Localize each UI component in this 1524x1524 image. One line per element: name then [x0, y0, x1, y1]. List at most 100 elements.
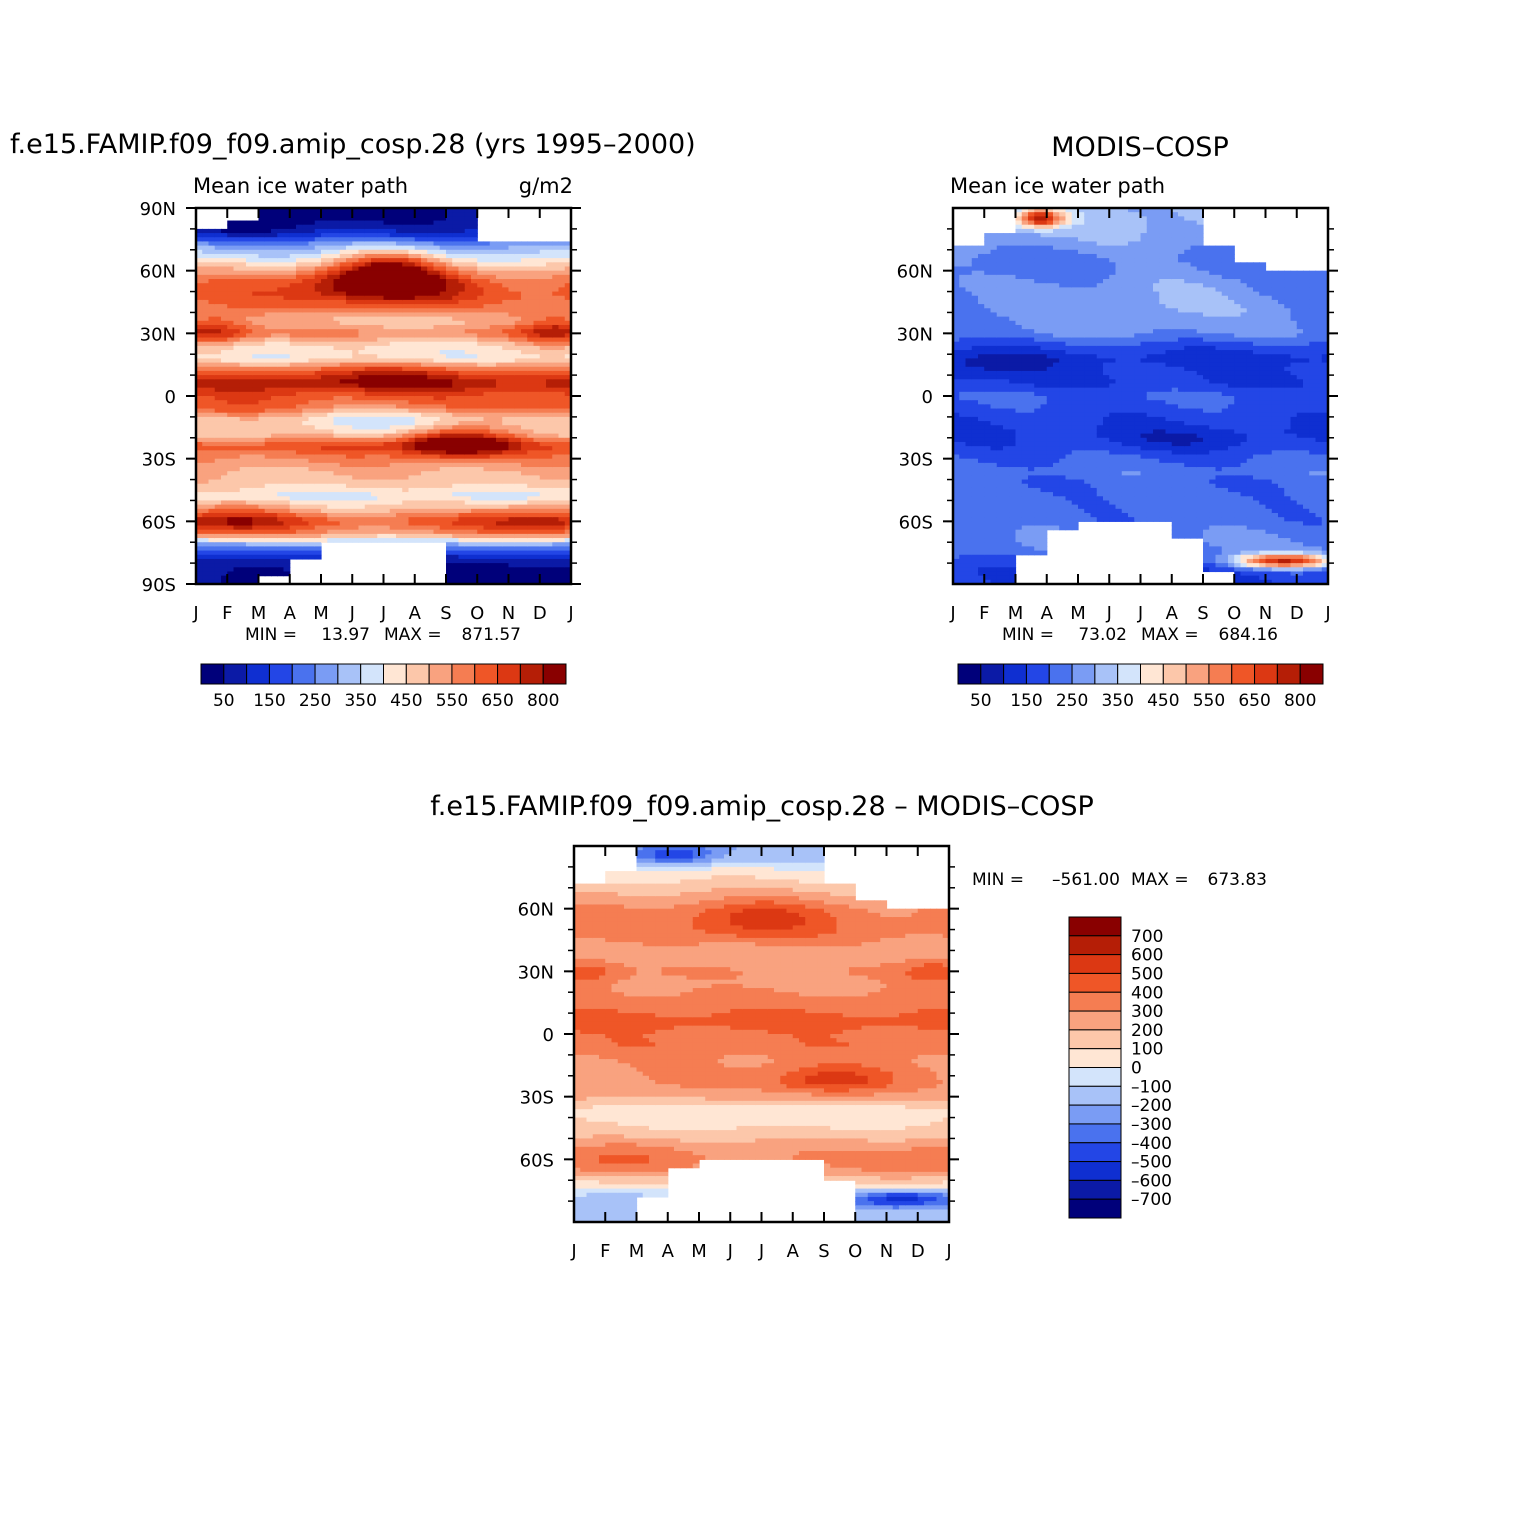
heatmap-cell — [527, 579, 535, 585]
heatmap-cell — [352, 433, 360, 439]
heatmap-cell — [258, 441, 266, 447]
heatmap-cell — [477, 253, 485, 259]
heatmap-cell — [371, 279, 378, 284]
heatmap-cell — [539, 542, 547, 547]
heatmap-cell — [496, 492, 503, 497]
heatmap-cell — [252, 542, 260, 547]
heatmap-cell — [371, 362, 378, 368]
heatmap-cell — [208, 500, 216, 506]
heatmap-cell — [502, 245, 510, 251]
heatmap-cell — [408, 458, 416, 464]
heatmap-cell — [371, 383, 378, 389]
heatmap-cell — [327, 496, 335, 502]
heatmap-cell — [339, 345, 347, 351]
heatmap-cell — [258, 383, 266, 389]
heatmap-cell — [364, 237, 372, 243]
heatmap-cell — [302, 345, 310, 351]
heatmap-cell — [239, 312, 247, 318]
heatmap-cell — [514, 312, 522, 318]
heatmap-cell — [264, 370, 272, 376]
heatmap-cell — [296, 266, 303, 272]
heatmap-cell — [289, 354, 297, 359]
heatmap-cell — [258, 396, 266, 401]
heatmap-cell — [408, 258, 416, 263]
heatmap-cell — [258, 517, 266, 522]
heatmap-cell — [558, 295, 566, 301]
heatmap-cell — [446, 312, 453, 318]
heatmap-cell — [302, 479, 310, 485]
heatmap-cell — [358, 454, 366, 460]
heatmap-cell — [271, 237, 278, 243]
heatmap-cell — [221, 316, 228, 322]
heatmap-cell — [296, 341, 303, 347]
heatmap-cell — [464, 387, 472, 393]
heatmap-cell — [233, 462, 241, 468]
heatmap-cell — [358, 379, 366, 385]
heatmap-cell — [383, 224, 391, 230]
heatmap-cell — [352, 329, 360, 334]
heatmap-cell — [514, 379, 522, 385]
heatmap-cell — [321, 320, 328, 326]
heatmap-cell — [427, 370, 435, 376]
heatmap-cell — [471, 504, 478, 510]
heatmap-cell — [427, 258, 435, 263]
heatmap-cell — [527, 370, 535, 376]
heatmap-cell — [221, 404, 228, 410]
heatmap-cell — [202, 337, 210, 343]
heatmap-cell — [277, 483, 285, 489]
heatmap-cell — [521, 533, 528, 539]
heatmap-cell — [552, 433, 560, 439]
heatmap-cell — [558, 441, 566, 447]
heatmap-cell — [533, 266, 541, 272]
heatmap-cell — [252, 554, 260, 560]
heatmap-cell — [564, 467, 572, 472]
heatmap-cell — [452, 483, 460, 489]
heatmap-cell — [502, 295, 510, 301]
heatmap-cell — [289, 283, 297, 288]
heatmap-cell — [402, 308, 410, 314]
heatmap-cell — [196, 512, 203, 518]
heatmap-cell — [558, 333, 566, 339]
heatmap-cell — [508, 387, 516, 393]
heatmap-cell — [483, 291, 491, 297]
heatmap-cell — [552, 308, 560, 314]
heatmap-cell — [496, 396, 503, 401]
heatmap-cell — [221, 529, 228, 535]
heatmap-cell — [227, 291, 235, 297]
heatmap-cell — [264, 312, 272, 318]
heatmap-cell — [271, 458, 278, 464]
heatmap-cell — [502, 525, 510, 531]
heatmap-cell — [277, 529, 285, 535]
heatmap-cell — [521, 404, 528, 410]
heatmap-cell — [296, 245, 303, 251]
heatmap-cell — [458, 358, 466, 364]
heatmap-cell — [208, 262, 216, 268]
heatmap-cell — [352, 496, 360, 502]
heatmap-cell — [489, 429, 497, 435]
heatmap-cell — [339, 283, 347, 288]
heatmap-cell — [302, 492, 310, 497]
heatmap-cell — [277, 512, 285, 518]
heatmap-cell — [383, 362, 391, 368]
heatmap-cell — [289, 533, 297, 539]
heatmap-cell — [308, 425, 316, 431]
heatmap-cell — [227, 554, 235, 560]
heatmap-cell — [383, 266, 391, 272]
heatmap-cell — [433, 233, 441, 238]
heatmap-cell — [477, 416, 485, 422]
heatmap-cell — [239, 366, 247, 372]
heatmap-cell — [383, 312, 391, 318]
heatmap-cell — [439, 253, 447, 259]
heatmap-cell — [527, 354, 535, 359]
heatmap-cell — [402, 329, 410, 334]
heatmap-cell — [214, 266, 222, 272]
heatmap-cell — [221, 249, 228, 255]
heatmap-cell — [427, 421, 435, 426]
heatmap-cell — [339, 396, 347, 401]
heatmap-cell — [302, 216, 310, 222]
heatmap-cell — [208, 241, 216, 247]
heatmap-cell — [533, 496, 541, 502]
heatmap-cell — [533, 454, 541, 460]
heatmap-cell — [321, 241, 328, 247]
heatmap-cell — [239, 358, 247, 364]
